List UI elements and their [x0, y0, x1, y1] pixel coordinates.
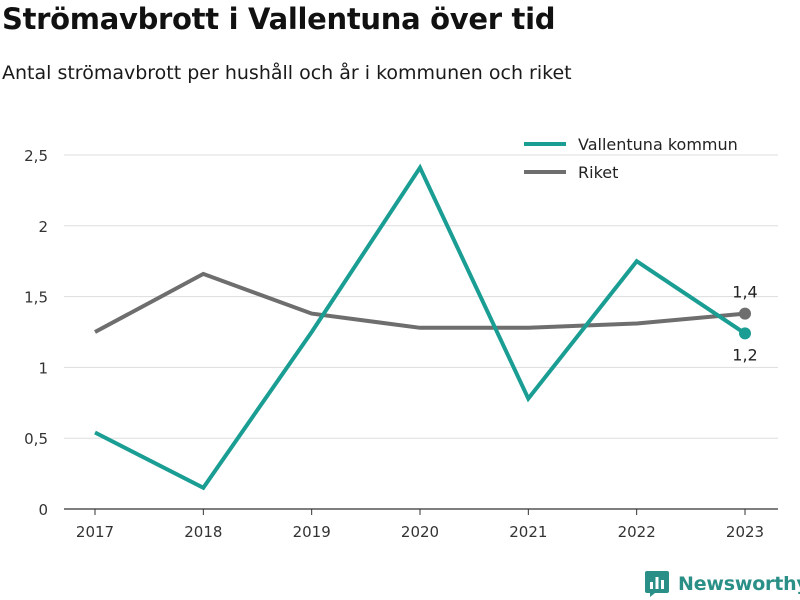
newsworthy-logo-icon [645, 571, 669, 597]
series-end-point-0 [739, 327, 751, 340]
x-tick-label: 2021 [509, 523, 547, 541]
series-end-point-1 [739, 307, 751, 320]
y-axis-ticks: 0 0,5 1 1,5 2 2,5 [24, 147, 48, 519]
series-line-1 [94, 271, 746, 334]
chart-subtitle: Antal strömavbrott per hushåll och år i … [2, 62, 572, 84]
legend: Vallentuna kommun Riket [524, 135, 738, 182]
y-tick-label: 0 [38, 501, 48, 519]
y-tick-label: 1 [38, 359, 48, 377]
end-value-label-1: 1,4 [732, 283, 757, 302]
end-value-label-0: 1,2 [732, 345, 757, 364]
data-labels: 1,2 1,4 [732, 283, 757, 365]
newsworthy-logo: Newsworthy [644, 569, 800, 599]
x-tick-label: 2017 [76, 523, 114, 541]
x-tick-label: 2020 [401, 523, 439, 541]
series-line-0 [94, 163, 747, 491]
y-tick-label: 2 [38, 218, 48, 236]
x-tick-label: 2023 [726, 523, 764, 541]
legend-label-0: Vallentuna kommun [578, 135, 738, 154]
x-axis-ticks: 2017 2018 2019 2020 2021 2022 2023 [76, 509, 764, 541]
grid-lines [64, 154, 778, 439]
chart-title: Strömavbrott i Vallentuna över tid [2, 2, 556, 36]
x-tick-label: 2022 [618, 523, 656, 541]
x-tick-label: 2018 [184, 523, 222, 541]
x-tick-label: 2019 [293, 523, 331, 541]
series-lines [94, 163, 751, 491]
legend-label-1: Riket [578, 163, 618, 182]
y-tick-label: 0,5 [24, 430, 48, 448]
y-tick-label: 2,5 [24, 147, 48, 165]
y-tick-label: 1,5 [24, 289, 48, 307]
newsworthy-logo-text: Newsworthy [678, 573, 800, 595]
